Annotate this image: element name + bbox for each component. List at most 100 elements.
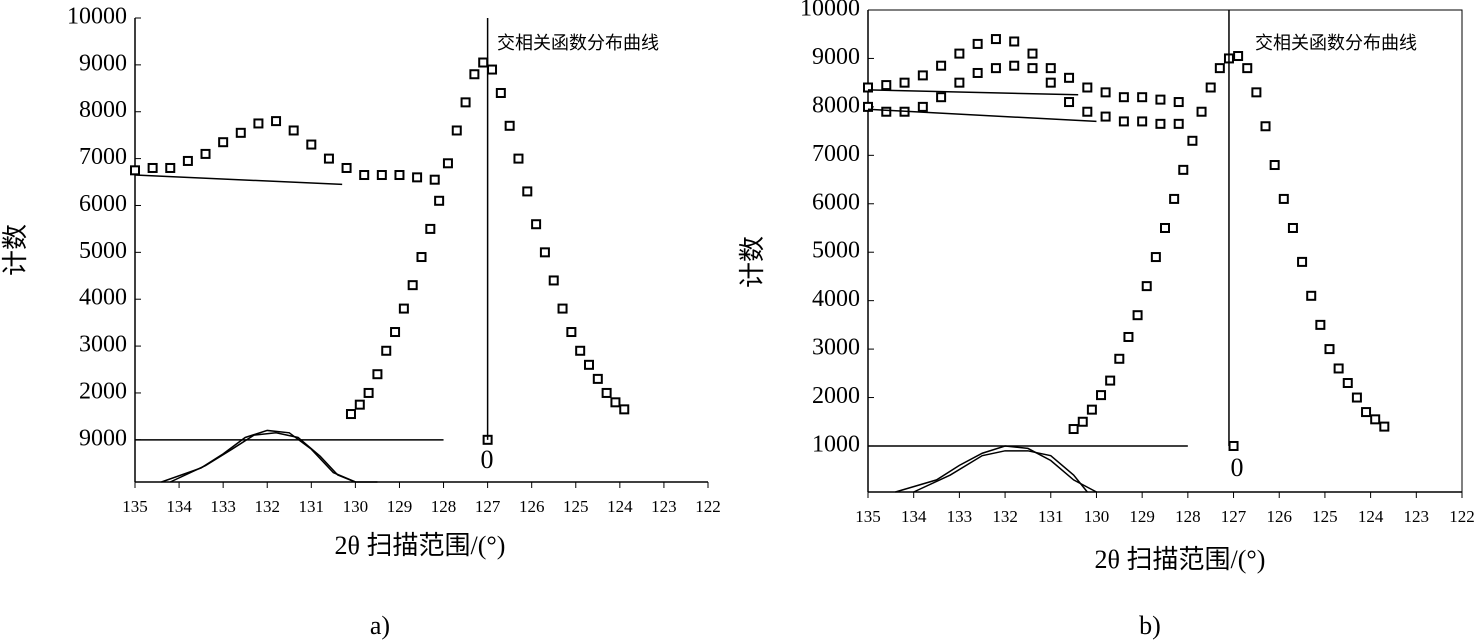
- point: [504, 120, 515, 131]
- x-tick-label: 124: [1358, 507, 1384, 526]
- point: [1233, 51, 1244, 62]
- x-tick-label: 133: [947, 507, 973, 526]
- point: [1361, 407, 1372, 418]
- point: [460, 97, 471, 108]
- point: [1009, 36, 1020, 47]
- point: [1100, 87, 1111, 98]
- y-tick-label: 6000: [79, 191, 127, 217]
- point: [522, 186, 533, 197]
- point: [619, 404, 630, 415]
- zero-label: 0: [481, 445, 494, 474]
- y-tick-label: 10000: [800, 0, 860, 22]
- point: [1324, 344, 1335, 355]
- annotation: 交相关函数分布曲线: [497, 33, 659, 53]
- point: [1379, 421, 1390, 432]
- curve: [867, 89, 1079, 96]
- point: [478, 57, 489, 68]
- point: [1205, 82, 1216, 93]
- point: [1137, 116, 1148, 127]
- point: [1077, 416, 1088, 427]
- x-tick-label: 123: [1404, 507, 1430, 526]
- point: [990, 34, 1001, 45]
- point: [1045, 63, 1056, 74]
- point: [566, 327, 577, 338]
- point: [1155, 118, 1166, 129]
- y-tick-label: 3000: [812, 335, 860, 361]
- point: [1045, 77, 1056, 88]
- point: [936, 60, 947, 71]
- point: [1269, 160, 1280, 171]
- point: [425, 223, 436, 234]
- point: [363, 387, 374, 398]
- x-tick-label: 123: [651, 497, 677, 516]
- point: [1178, 164, 1189, 175]
- point: [531, 219, 542, 230]
- x-tick-label: 134: [901, 507, 927, 526]
- point: [990, 63, 1001, 74]
- point: [548, 275, 559, 286]
- x-axis-label: 2θ 扫描范围/(°): [1095, 545, 1266, 574]
- point: [1150, 252, 1161, 263]
- point: [451, 125, 462, 136]
- point: [557, 303, 568, 314]
- point: [1132, 310, 1143, 321]
- point: [1082, 82, 1093, 93]
- annotation: 交相关函数分布曲线: [1255, 33, 1417, 53]
- point: [863, 82, 873, 93]
- point: [1114, 353, 1125, 364]
- point: [376, 170, 387, 181]
- point: [954, 77, 965, 88]
- y-tick-label: 8000: [812, 92, 860, 118]
- point: [306, 139, 317, 150]
- point: [1342, 378, 1353, 389]
- x-tick-label: 129: [387, 497, 413, 516]
- point: [954, 48, 965, 59]
- point: [390, 327, 401, 338]
- point: [354, 399, 365, 410]
- x-tick-label: 127: [1221, 507, 1247, 526]
- point: [1187, 135, 1198, 146]
- x-tick-label: 126: [519, 497, 545, 516]
- point: [972, 67, 983, 78]
- point: [1105, 375, 1116, 386]
- point: [1173, 118, 1184, 129]
- point: [881, 80, 892, 91]
- point: [1306, 290, 1317, 301]
- x-tick-label: 131: [299, 497, 325, 516]
- point: [416, 252, 427, 263]
- zero-label: 0: [1231, 453, 1244, 482]
- x-tick-label: 132: [254, 497, 280, 516]
- caption: a): [370, 611, 390, 640]
- point: [1196, 106, 1207, 117]
- y-tick-label: 2000: [812, 383, 860, 409]
- point: [429, 174, 440, 185]
- x-tick-label: 128: [431, 497, 457, 516]
- y-tick-label: 7000: [79, 144, 127, 170]
- point: [394, 170, 405, 181]
- point: [398, 303, 409, 314]
- curve: [913, 450, 1088, 493]
- point: [1333, 363, 1344, 374]
- x-tick-label: 126: [1266, 507, 1292, 526]
- point: [1064, 97, 1075, 108]
- point: [1351, 392, 1362, 403]
- point: [1315, 319, 1326, 330]
- point: [1096, 390, 1107, 401]
- point: [1118, 92, 1129, 103]
- y-tick-label: 2000: [79, 378, 127, 404]
- y-tick-label: 5000: [812, 238, 860, 264]
- point: [1242, 63, 1253, 74]
- point: [1169, 193, 1180, 204]
- point: [1123, 331, 1134, 342]
- point: [936, 92, 947, 103]
- point: [917, 70, 928, 81]
- point: [434, 195, 445, 206]
- point: [487, 64, 498, 75]
- point: [1064, 72, 1075, 83]
- point: [218, 137, 229, 148]
- point: [1297, 256, 1308, 267]
- point: [200, 148, 211, 159]
- point: [1278, 193, 1289, 204]
- x-tick-label: 124: [607, 497, 633, 516]
- y-axis-label: 计数: [1, 224, 30, 276]
